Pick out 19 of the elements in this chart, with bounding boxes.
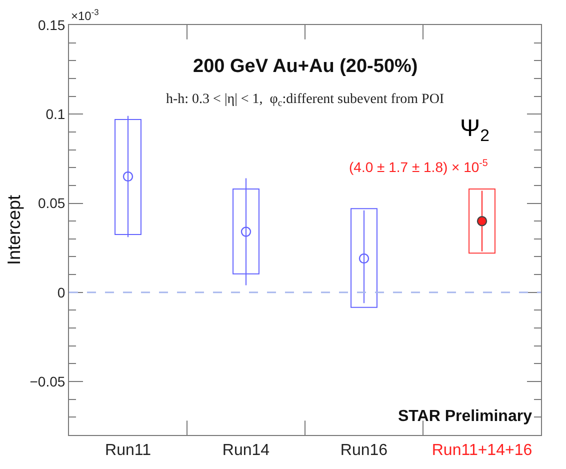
text: ×10$^{-3}$ [71, 7, 100, 24]
point [240, 226, 252, 237]
y-axis-title: Intercept [4, 194, 24, 266]
y-tick-label: 0.1 [46, 106, 66, 122]
y-tick-label: 0 [57, 284, 66, 300]
x-tick-label: Run16 [340, 442, 388, 460]
y-tick-label: −0.05 [30, 373, 66, 390]
y-tick-label: 0.15 [38, 16, 66, 33]
annotation: Ψ$_{2}$ [460, 115, 490, 146]
point [122, 171, 134, 182]
x-tick-label: Run11 [105, 442, 152, 460]
point [358, 253, 370, 264]
text: h-h: 0.3 < |η| < 1, φ$_{c}$:different subevent from POI [166, 92, 444, 109]
y-tick-label: 0.05 [38, 195, 66, 212]
text: 200 GeV Au+Au (20-50%) [193, 56, 418, 77]
x-tick-label: Run14 [222, 442, 270, 460]
annotation: (4.0 ± 1.7 ± 1.8) × 10$^{-5}$ [349, 158, 488, 175]
annotation: STAR Preliminary [398, 408, 532, 425]
x-tick-label: Run11+14+16 [432, 442, 532, 460]
